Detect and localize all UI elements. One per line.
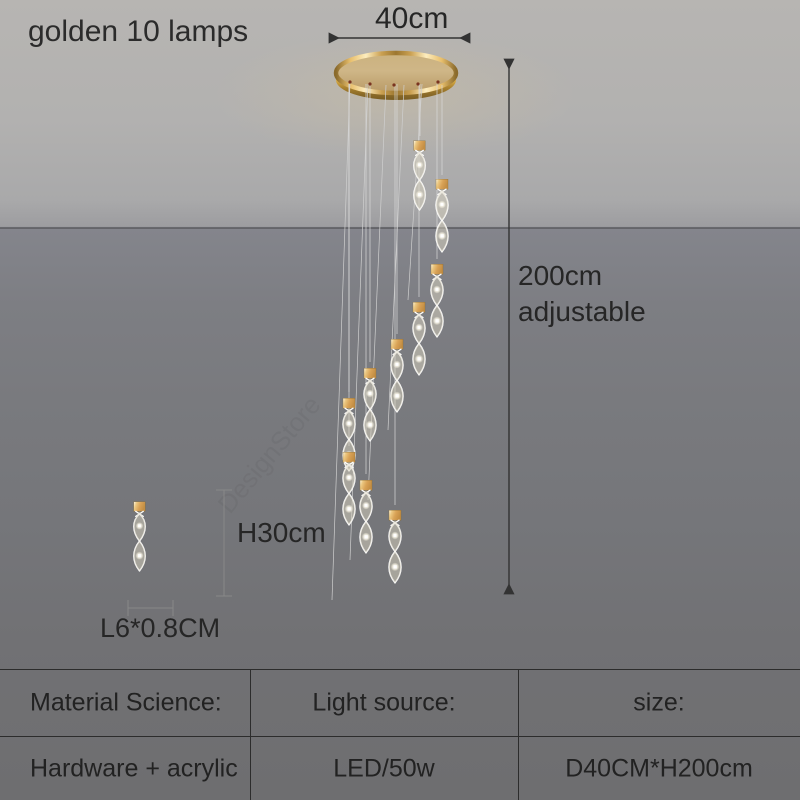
svg-text:DesignStore: DesignStore	[212, 390, 327, 519]
